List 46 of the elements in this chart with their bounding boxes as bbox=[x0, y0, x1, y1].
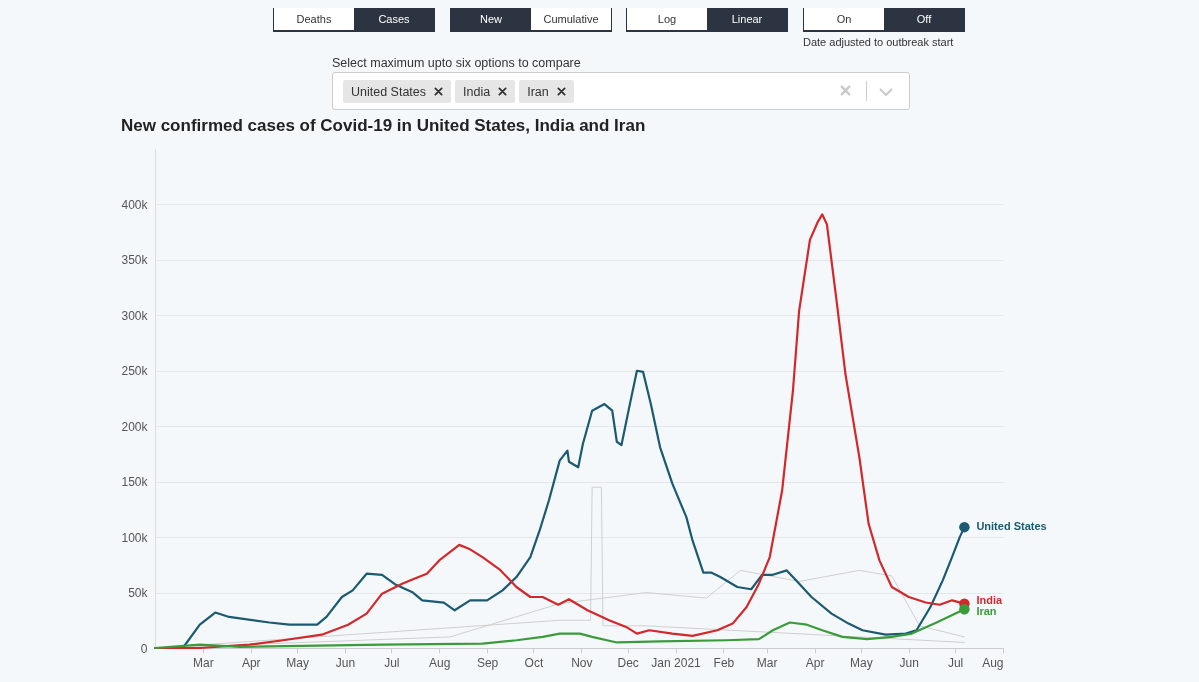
point bbox=[959, 603, 970, 615]
x-tick-label: Sep bbox=[476, 655, 499, 670]
text: Cases bbox=[354, 8, 434, 30]
x-tick-label: Mar bbox=[756, 655, 778, 670]
x-tick-label: Apr bbox=[805, 655, 825, 670]
x-tick-label: Jan 2021 bbox=[651, 655, 702, 670]
x-tick-label: Jul bbox=[947, 655, 964, 670]
text: United States bbox=[351, 84, 427, 99]
text: Date adjusted to outbreak start bbox=[803, 36, 954, 48]
x-tick-label: May bbox=[286, 655, 309, 670]
x-tick-label: Feb bbox=[713, 655, 735, 670]
x-tick-label: Aug bbox=[982, 655, 1004, 670]
y-tick-label: 0 bbox=[140, 641, 148, 656]
x-tick-label: Mar bbox=[193, 655, 214, 670]
text: India bbox=[463, 84, 491, 99]
text: Off bbox=[884, 8, 964, 30]
x-tick-label: Nov bbox=[571, 655, 593, 670]
x-tick-label: Aug bbox=[429, 655, 451, 670]
text: On bbox=[804, 8, 884, 30]
x-tick-label: Apr bbox=[241, 655, 261, 670]
chart-title: New confirmed cases of Covid-19 in United States, India and Iran bbox=[120, 116, 646, 135]
text: Cumulative bbox=[531, 8, 611, 30]
text: Log bbox=[627, 8, 707, 30]
y-tick-label: 50k bbox=[128, 586, 149, 601]
y-tick-label: 100k bbox=[121, 530, 149, 545]
x-tick-label: Jul bbox=[384, 655, 400, 670]
series-label: Iran bbox=[976, 604, 997, 617]
x-tick-label: Dec bbox=[617, 655, 639, 670]
series-label: India bbox=[976, 593, 1003, 606]
y-tick-label: 350k bbox=[121, 253, 149, 268]
text: Deaths bbox=[274, 8, 354, 30]
x-tick-label: Jun bbox=[335, 655, 356, 670]
y-tick-label: 400k bbox=[121, 197, 149, 212]
y-tick-label: 250k bbox=[121, 364, 149, 379]
y-tick-label: 300k bbox=[121, 308, 149, 323]
x-tick-label: Jun bbox=[899, 655, 919, 670]
series-label: United States bbox=[976, 520, 1047, 533]
y-tick-label: 150k bbox=[121, 475, 149, 490]
x-tick-label: May bbox=[850, 655, 873, 670]
y-tick-label: 200k bbox=[121, 419, 149, 434]
point bbox=[959, 521, 970, 533]
text: New bbox=[451, 8, 531, 30]
x-tick-label: Oct bbox=[524, 655, 544, 670]
text: Linear bbox=[707, 8, 787, 30]
text: Select maximum upto six options to compare bbox=[332, 56, 581, 70]
text: Iran bbox=[527, 84, 549, 99]
